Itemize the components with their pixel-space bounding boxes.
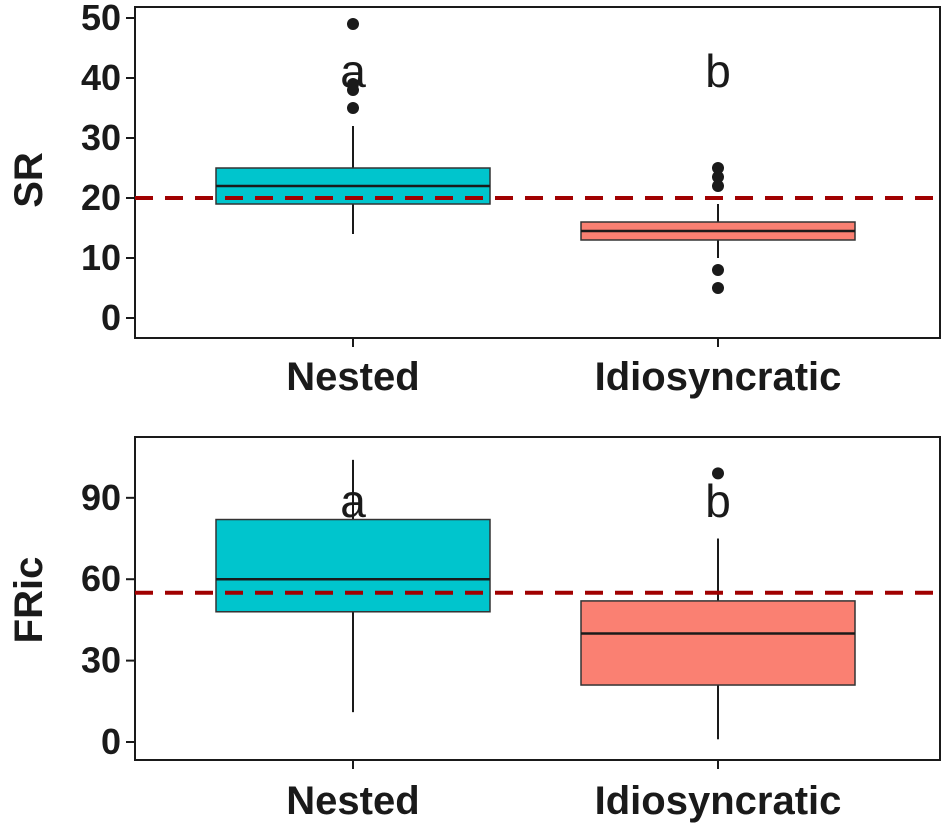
panel-1-category-label: Nested [286,355,419,399]
panel-2-ytick-label: 0 [101,721,121,762]
panel-2-ylabel: FRic [7,557,51,644]
panel-1-box-1-outlier [347,102,359,114]
panel-2-box-2-outlier [712,467,724,480]
panel-2-box-1-iqr [215,518,491,613]
panel-2-box-2-iqr [580,600,856,686]
panel-1-box-2-outlier [712,180,724,192]
panel-2-box-1-significance-letter: a [340,475,366,527]
panel-1-box-2-significance-letter: b [705,45,731,97]
panel-1-box-2-outlier [712,282,724,294]
panel-1-box-1-outlier [347,78,359,90]
panel-1-ylabel: SR [7,152,51,208]
panel-1-ytick-label: 40 [81,57,121,98]
panel-1-ytick-label: 10 [81,237,121,278]
panel-1-box-1-outlier [347,18,359,30]
panel-1-ytick-label: 50 [81,0,121,38]
panel-2-frame [134,436,941,761]
panel-1-ytick-label: 20 [81,177,121,218]
panel-2-category-label: Idiosyncratic [595,779,842,823]
panel-1-frame [134,6,941,339]
panel-1-category-label: Idiosyncratic [595,355,842,399]
panel-1-ytick-label: 0 [101,297,121,338]
panel-1-box-2-outlier [712,171,724,183]
panel-1-box-2-outlier [712,162,724,174]
panel-2-ytick-label: 60 [81,558,121,599]
panel-2-ytick-label: 90 [81,477,121,518]
panel-1-box-2-outlier [712,264,724,276]
panel-1-box-1-significance-letter: a [340,45,366,97]
panel-2-ytick-label: 30 [81,640,121,681]
panel-2-box-2-significance-letter: b [705,475,731,527]
panel-1-ytick-label: 30 [81,117,121,158]
panel-2-category-label: Nested [286,779,419,823]
